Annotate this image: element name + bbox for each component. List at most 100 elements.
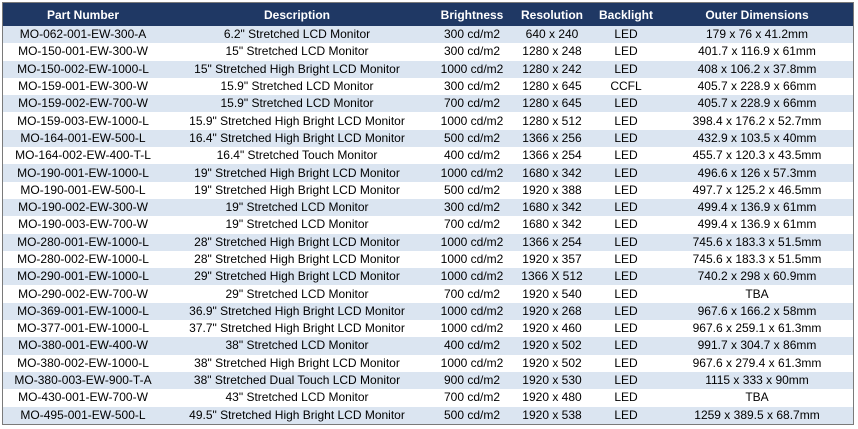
cell-backlight: LED <box>591 112 661 130</box>
cell-brightness: 1000 cd/m2 <box>431 233 513 251</box>
cell-resolution: 1920 x 538 <box>513 406 591 424</box>
cell-backlight: LED <box>591 337 661 355</box>
table-row: MO-062-001-EW-300-A 6.2" Stretched LCD Mo… <box>3 26 853 44</box>
cell-outer-dimensions: 398.4 x 176.2 x 52.7mm <box>661 112 853 130</box>
cell-part-number: MO-190-001-EW-1000-L <box>3 164 163 182</box>
cell-outer-dimensions: 967.6 x 279.4 x 61.3mm <box>661 354 853 372</box>
header-part-number: Part Number <box>3 3 163 26</box>
cell-description: 19" Stretched LCD Monitor <box>163 216 431 234</box>
table-row: MO-280-002-EW-1000-L 28" Stretched High B… <box>3 250 853 269</box>
cell-resolution: 1920 x 268 <box>513 302 591 321</box>
table-row: MO-380-002-EW-1000-L 38" Stretched High B… <box>3 354 853 372</box>
cell-description: 15" Stretched High Bright LCD Monitor <box>163 60 431 78</box>
header-row: Part Number Description Brightness Resol… <box>3 3 853 26</box>
table-row: MO-190-003-EW-700-W 19" Stretched LCD Mon… <box>3 216 853 234</box>
cell-description: 19" Stretched LCD Monitor <box>163 198 431 217</box>
cell-brightness: 400 cd/m2 <box>431 337 513 355</box>
cell-resolution: 1280 x 645 <box>513 95 591 113</box>
cell-description: 15" Stretched LCD Monitor <box>163 43 431 61</box>
cell-backlight: LED <box>591 233 661 251</box>
cell-resolution: 640 x 240 <box>513 26 591 44</box>
cell-part-number: MO-190-001-EW-500-L <box>3 181 163 199</box>
cell-backlight: LED <box>591 216 661 234</box>
cell-description: 29" Stretched LCD Monitor <box>163 285 431 303</box>
table-row: MO-380-003-EW-900-T-A 38" Stretched Dual … <box>3 371 853 390</box>
cell-outer-dimensions: 967.6 x 166.2 x 58mm <box>661 302 853 321</box>
cell-part-number: MO-190-002-EW-300-W <box>3 198 163 217</box>
cell-outer-dimensions: 432.9 x 103.5 x 40mm <box>661 129 853 148</box>
cell-description: 6.2" Stretched LCD Monitor <box>163 26 431 44</box>
cell-backlight: LED <box>591 354 661 372</box>
cell-description: 15.9" Stretched High Bright LCD Monitor <box>163 112 431 130</box>
cell-outer-dimensions: 401.7 x 116.9 x 61mm <box>661 43 853 61</box>
cell-outer-dimensions: 740.2 x 298 x 60.9mm <box>661 268 853 286</box>
table-row: MO-495-001-EW-500-L 49.5" Stretched High … <box>3 406 853 424</box>
cell-brightness: 300 cd/m2 <box>431 77 513 96</box>
cell-brightness: 300 cd/m2 <box>431 198 513 217</box>
cell-part-number: MO-159-003-EW-1000-L <box>3 112 163 130</box>
table-row: MO-159-003-EW-1000-L 15.9" Stretched High… <box>3 112 853 130</box>
table-row: MO-430-001-EW-700-W 43" Stretched LCD Mon… <box>3 389 853 407</box>
cell-resolution: 1366 x 254 <box>513 233 591 251</box>
cell-description: 38" Stretched High Bright LCD Monitor <box>163 354 431 372</box>
header-backlight: Backlight <box>591 3 661 26</box>
cell-backlight: LED <box>591 371 661 390</box>
cell-backlight: LED <box>591 95 661 113</box>
cell-brightness: 1000 cd/m2 <box>431 268 513 286</box>
cell-part-number: MO-377-001-EW-1000-L <box>3 320 163 338</box>
cell-outer-dimensions: 496.6 x 126 x 57.3mm <box>661 164 853 182</box>
cell-description: 37.7" Stretched High Bright LCD Monitor <box>163 320 431 338</box>
cell-brightness: 1000 cd/m2 <box>431 250 513 269</box>
table-header: Part Number Description Brightness Resol… <box>3 3 853 26</box>
cell-part-number: MO-369-001-EW-1000-L <box>3 302 163 321</box>
cell-description: 28" Stretched High Bright LCD Monitor <box>163 250 431 269</box>
cell-backlight: LED <box>591 181 661 199</box>
cell-description: 16.4" Stretched High Bright LCD Monitor <box>163 129 431 148</box>
cell-part-number: MO-159-001-EW-300-W <box>3 77 163 96</box>
cell-part-number: MO-280-002-EW-1000-L <box>3 250 163 269</box>
cell-part-number: MO-190-003-EW-700-W <box>3 216 163 234</box>
cell-brightness: 900 cd/m2 <box>431 371 513 390</box>
cell-outer-dimensions: 408 x 106.2 x 37.8mm <box>661 60 853 78</box>
cell-description: 38" Stretched LCD Monitor <box>163 337 431 355</box>
cell-description: 28" Stretched High Bright LCD Monitor <box>163 233 431 251</box>
table-row: MO-280-001-EW-1000-L 28" Stretched High B… <box>3 233 853 251</box>
cell-backlight: LED <box>591 250 661 269</box>
cell-brightness: 500 cd/m2 <box>431 406 513 424</box>
table-body: MO-062-001-EW-300-A 6.2" Stretched LCD Mo… <box>3 26 853 424</box>
cell-backlight: LED <box>591 302 661 321</box>
cell-backlight: LED <box>591 164 661 182</box>
cell-backlight: LED <box>591 406 661 424</box>
cell-brightness: 700 cd/m2 <box>431 216 513 234</box>
cell-resolution: 1366 x 256 <box>513 129 591 148</box>
cell-brightness: 300 cd/m2 <box>431 26 513 44</box>
cell-part-number: MO-380-001-EW-400-W <box>3 337 163 355</box>
cell-resolution: 1280 x 242 <box>513 60 591 78</box>
cell-outer-dimensions: 179 x 76 x 41.2mm <box>661 26 853 44</box>
cell-backlight: LED <box>591 198 661 217</box>
header-outer-dimensions: Outer Dimensions <box>661 3 853 26</box>
cell-backlight: LED <box>591 389 661 407</box>
table-row: MO-164-001-EW-500-L 16.4" Stretched High … <box>3 129 853 148</box>
table-row: MO-190-001-EW-1000-L 19" Stretched High B… <box>3 164 853 182</box>
cell-resolution: 1366 X 512 <box>513 268 591 286</box>
cell-description: 19" Stretched High Bright LCD Monitor <box>163 181 431 199</box>
cell-outer-dimensions: 499.4 x 136.9 x 61mm <box>661 198 853 217</box>
cell-outer-dimensions: TBA <box>661 285 853 303</box>
cell-description: 15.9" Stretched LCD Monitor <box>163 95 431 113</box>
cell-backlight: LED <box>591 60 661 78</box>
cell-part-number: MO-380-003-EW-900-T-A <box>3 371 163 390</box>
cell-part-number: MO-430-001-EW-700-W <box>3 389 163 407</box>
cell-description: 36.9" Stretched High Bright LCD Monitor <box>163 302 431 321</box>
cell-resolution: 1280 x 645 <box>513 77 591 96</box>
cell-outer-dimensions: 745.6 x 183.3 x 51.5mm <box>661 250 853 269</box>
cell-brightness: 1000 cd/m2 <box>431 302 513 321</box>
cell-brightness: 400 cd/m2 <box>431 147 513 165</box>
cell-backlight: LED <box>591 43 661 61</box>
cell-part-number: MO-150-002-EW-1000-L <box>3 60 163 78</box>
cell-outer-dimensions: 745.6 x 183.3 x 51.5mm <box>661 233 853 251</box>
cell-description: 29" Stretched High Bright LCD Monitor <box>163 268 431 286</box>
cell-resolution: 1280 x 248 <box>513 43 591 61</box>
cell-brightness: 1000 cd/m2 <box>431 112 513 130</box>
table-row: MO-290-002-EW-700-W 29" Stretched LCD Mon… <box>3 285 853 303</box>
